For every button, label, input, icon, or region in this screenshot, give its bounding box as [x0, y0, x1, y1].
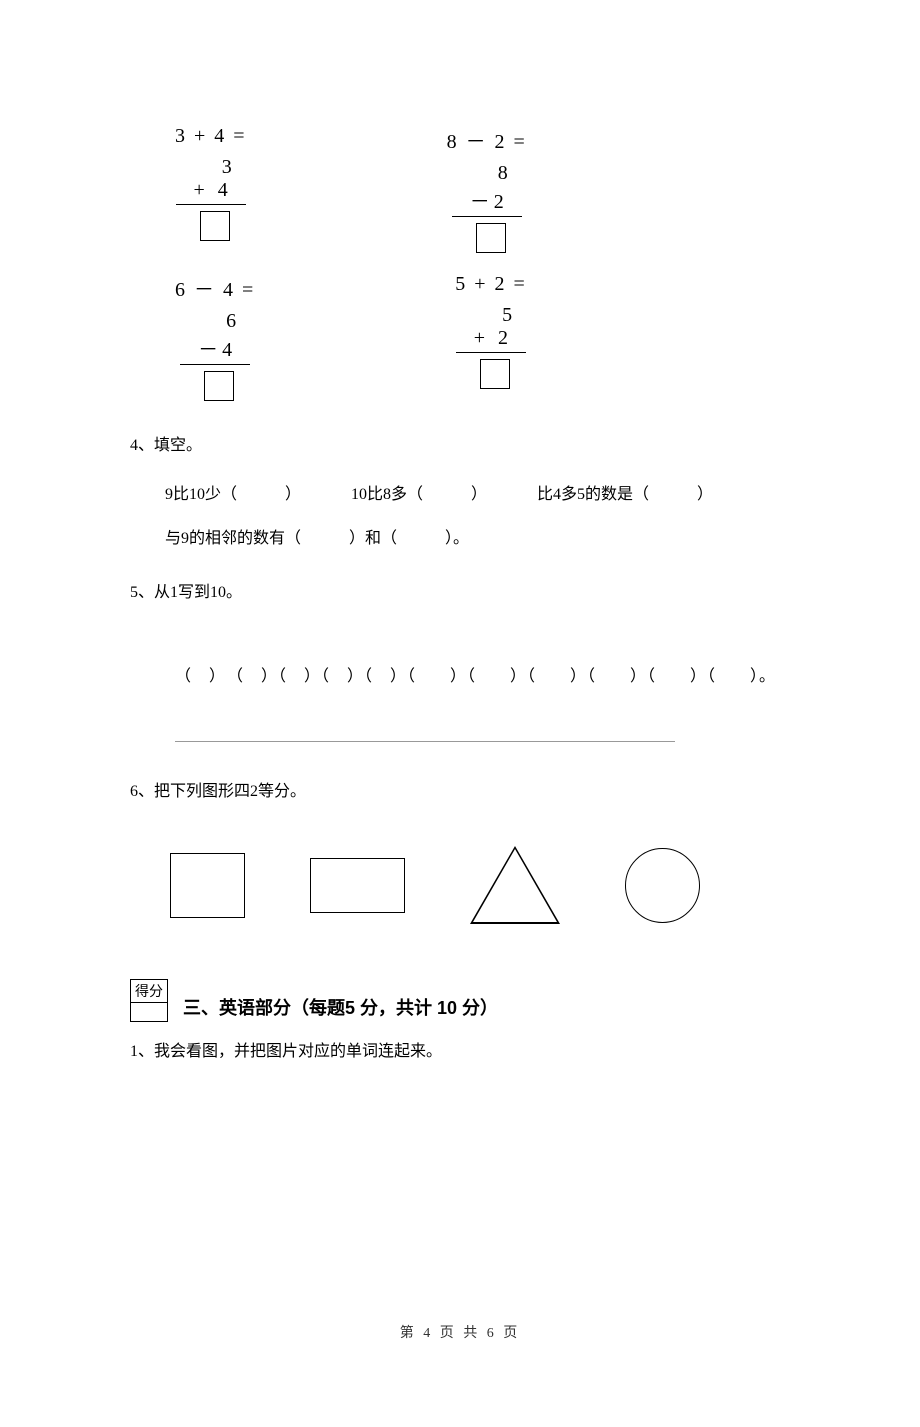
shape-triangle-wrap: [470, 846, 560, 924]
math-row-2: 6 － 4 = 6 －4 5 + 2 = 5 + 2: [0, 273, 920, 401]
calc-top-number: 6: [226, 310, 250, 333]
calc-bottom-number: + 4: [194, 179, 246, 202]
writing-line: [175, 741, 675, 742]
question-4-items: 9比10少（ ） 10比8多（ ） 比4多5的数是（ ）: [0, 480, 920, 504]
calc-line: [180, 364, 250, 365]
equation-text: 5 + 2 =: [455, 273, 527, 296]
math-problem: 3 + 4 = 3 + 4: [175, 125, 247, 253]
answer-box: [480, 359, 510, 389]
calc-bottom-number: －2: [470, 185, 522, 214]
math-problem: 5 + 2 = 5 + 2: [455, 273, 527, 401]
math-problem: 6 － 4 = 6 －4: [175, 273, 255, 401]
fill-blank-item: 比4多5的数是（ ）: [537, 480, 713, 504]
equation-text: 3 + 4 =: [175, 125, 247, 148]
math-row-1: 3 + 4 = 3 + 4 8 － 2 = 8 －2: [0, 125, 920, 253]
vertical-calculation: 6 －4: [180, 310, 250, 401]
section-3-header: 得分 三、英语部分（每题5 分，共计 10 分）: [0, 979, 920, 1022]
answer-box: [200, 211, 230, 241]
score-box: 得分: [130, 979, 168, 1022]
vertical-calculation: 5 + 2: [456, 304, 526, 389]
answer-box: [204, 371, 234, 401]
question-5-sequence: （ ） （ ）（ ）（ ）（ ）（ ）（ ）（ ）（ ）（ ）（ ）。: [0, 662, 920, 686]
english-q1-label: 1、我会看图，并把图片对应的单词连起来。: [0, 1037, 920, 1061]
vertical-calculation: 3 + 4: [176, 156, 246, 241]
calc-line: [456, 352, 526, 353]
question-5-label: 5、从1写到10。: [0, 578, 920, 602]
score-value: [131, 1003, 167, 1021]
equation-text: 6 － 4 =: [175, 273, 255, 302]
calc-top-number: 8: [498, 162, 522, 185]
calc-line: [452, 216, 522, 217]
page-footer: 第 4 页 共 6 页: [0, 1322, 920, 1342]
fill-blank-item: 10比8多（ ）: [351, 480, 487, 504]
answer-box: [476, 223, 506, 253]
question-4-label: 4、填空。: [0, 431, 920, 455]
question-4-line2: 与9的相邻的数有（ ）和（ ）。: [0, 524, 920, 548]
calc-line: [176, 204, 246, 205]
shape-square: [170, 853, 245, 918]
shape-rectangle: [310, 858, 405, 913]
shapes-row: [0, 846, 920, 924]
score-label: 得分: [131, 980, 167, 1003]
math-problem: 8 － 2 = 8 －2: [447, 125, 527, 253]
shape-triangle: [470, 846, 560, 924]
question-6-label: 6、把下列图形四2等分。: [0, 777, 920, 801]
calc-bottom-number: + 2: [474, 327, 526, 350]
fill-blank-item: 9比10少（ ）: [165, 480, 301, 504]
vertical-calculation: 8 －2: [452, 162, 522, 253]
section-3-title: 三、英语部分（每题5 分，共计 10 分）: [183, 994, 498, 1022]
calc-bottom-number: －4: [198, 333, 250, 362]
calc-top-number: 5: [502, 304, 526, 327]
calc-top-number: 3: [222, 156, 246, 179]
equation-text: 8 － 2 =: [447, 125, 527, 154]
shape-circle: [625, 848, 700, 923]
